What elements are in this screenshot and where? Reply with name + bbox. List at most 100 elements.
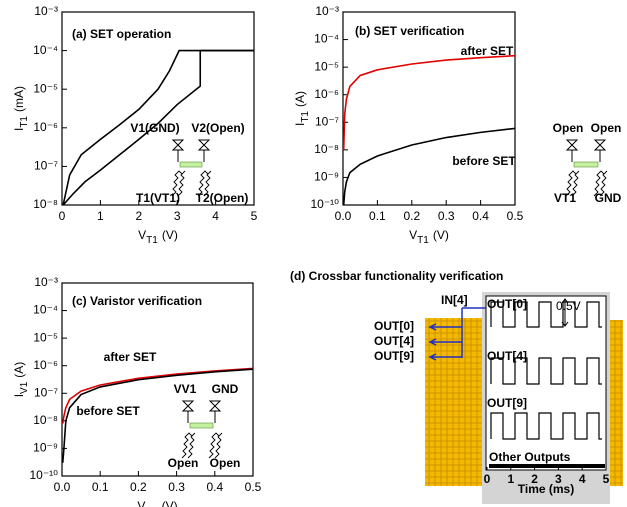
data-line: [62, 49, 254, 206]
x-tick-label: 0: [59, 209, 66, 223]
waveform: [490, 301, 602, 328]
circuit-bar: [573, 161, 599, 168]
circuit-symbol: [197, 170, 212, 197]
x-tick-label: 0.3: [438, 209, 455, 223]
annotation: GND: [595, 191, 622, 205]
axis-label-unit: (mA): [12, 86, 26, 112]
x-tick-label: 1: [507, 472, 514, 486]
x-tick-label: 2: [531, 472, 538, 486]
circuit-symbol: [181, 432, 196, 459]
y-tick-label: 10⁻⁷: [34, 159, 58, 173]
data-line: [61, 367, 254, 424]
waveform: [490, 412, 602, 440]
circuit-symbol: [593, 170, 608, 197]
x-tick-label: 0.1: [92, 480, 109, 494]
circuit-symbol: [593, 139, 607, 151]
x-tick-label: 0.3: [168, 480, 185, 494]
x-tick-label: 1: [97, 209, 104, 223]
axis-label-sub: V1: [145, 506, 158, 507]
axis-label-main: V: [138, 228, 146, 242]
annotation: after SET: [104, 350, 157, 364]
axis-label-unit: (V): [433, 228, 449, 242]
axis-label-main: V: [137, 499, 145, 507]
y-tick-label: 10⁻⁵: [33, 81, 58, 95]
output-label: OUT[0]: [374, 319, 414, 333]
y-tick-label: 10⁻⁷: [34, 385, 58, 399]
annotation: T1(VT1): [136, 191, 180, 205]
circuit-symbol: [565, 170, 580, 197]
x-tick-label: 0.5: [507, 209, 524, 223]
output-label: OUT[4]: [374, 334, 414, 348]
annotation: VT1: [554, 191, 576, 205]
y-tick-label: 10⁻⁶: [33, 120, 58, 134]
y-tick-label: 10⁻⁵: [314, 59, 339, 73]
y-tick-label: 10⁻⁵: [33, 330, 58, 344]
plot-frame: [61, 282, 254, 477]
y-tick-label: 10⁻⁷: [315, 114, 339, 128]
trace-label: OUT[0]: [487, 297, 527, 311]
axis-label: IT1 (mA): [12, 86, 29, 131]
circuit-symbol: [565, 139, 579, 151]
crossbar-image: [425, 318, 483, 486]
axis-label-sub: T1: [19, 116, 30, 128]
axis-label: IT1 (A): [293, 91, 310, 126]
annotation: before SET: [76, 404, 140, 418]
y-tick-label: 10⁻⁹: [314, 170, 339, 184]
x-tick-label: 0.0: [335, 209, 352, 223]
panel-title: (d) Crossbar functionality verification: [290, 269, 503, 283]
x-tick-label: 0.2: [130, 480, 147, 494]
trace-label: OUT[9]: [487, 396, 527, 410]
x-tick-label: 3: [555, 472, 562, 486]
y-tick-label: 10⁻³: [34, 4, 58, 18]
y-tick-label: 10⁻⁴: [314, 32, 339, 46]
y-tick-label: 10⁻¹⁰: [311, 197, 340, 211]
panel-title: (c) Varistor verification: [72, 294, 202, 308]
annotation: V1(GND): [130, 121, 179, 135]
annotation: T2(Open): [196, 191, 249, 205]
other-label: Other Outputs: [489, 450, 571, 464]
connector: [428, 338, 462, 346]
panel-title: (b) SET verification: [355, 24, 464, 38]
annotation: after SET: [461, 44, 514, 58]
x-tick-label: 0.4: [206, 480, 223, 494]
annotation: GND: [212, 382, 239, 396]
x-tick-label: 0.1: [369, 209, 386, 223]
annotation: VV1: [174, 382, 197, 396]
axis-label: IV1 (A): [12, 362, 29, 398]
y-tick-label: 10⁻⁶: [314, 87, 339, 101]
axis-label-sub: T1: [146, 235, 158, 246]
x-tick-label: 0: [484, 472, 491, 486]
crossbar-image: [609, 320, 623, 486]
y-tick-label: 10⁻³: [34, 275, 58, 289]
axis-label-unit: (A): [12, 362, 26, 378]
plot-frame: [61, 11, 255, 206]
circuit-symbol: [171, 139, 185, 151]
x-tick-label: 4: [579, 472, 586, 486]
y-tick-label: 10⁻¹⁰: [30, 468, 59, 482]
circuit-symbol: [208, 400, 222, 412]
axis-label: VV1 (V): [137, 499, 177, 507]
axis-label-main: V: [409, 228, 417, 242]
x-tick-label: 0.4: [472, 209, 489, 223]
trace-label: OUT[4]: [487, 349, 527, 363]
circuit-bar: [189, 422, 214, 429]
output-label: OUT[9]: [374, 349, 414, 363]
x-tick-label: 0.2: [403, 209, 420, 223]
axis-label-main: I: [12, 394, 26, 397]
axis-label: VT1 (V): [138, 228, 178, 245]
annotation: Open: [591, 121, 622, 135]
axis-label: Time (ms): [518, 482, 574, 496]
scale-label: 0.5V: [556, 299, 581, 313]
axis-label-sub: T1: [300, 111, 311, 123]
x-tick-label: 0.5: [245, 480, 262, 494]
y-tick-label: 10⁻⁴: [33, 43, 58, 57]
y-tick-label: 10⁻⁴: [33, 303, 58, 317]
x-tick-label: 5: [251, 209, 258, 223]
waveform: [490, 357, 602, 385]
axis-label: VT1 (V): [409, 228, 449, 245]
axis-label-sub: T1: [417, 235, 429, 246]
axis-label-sub: V1: [19, 381, 30, 394]
annotation: Open: [168, 456, 199, 470]
data-line: [342, 127, 516, 206]
